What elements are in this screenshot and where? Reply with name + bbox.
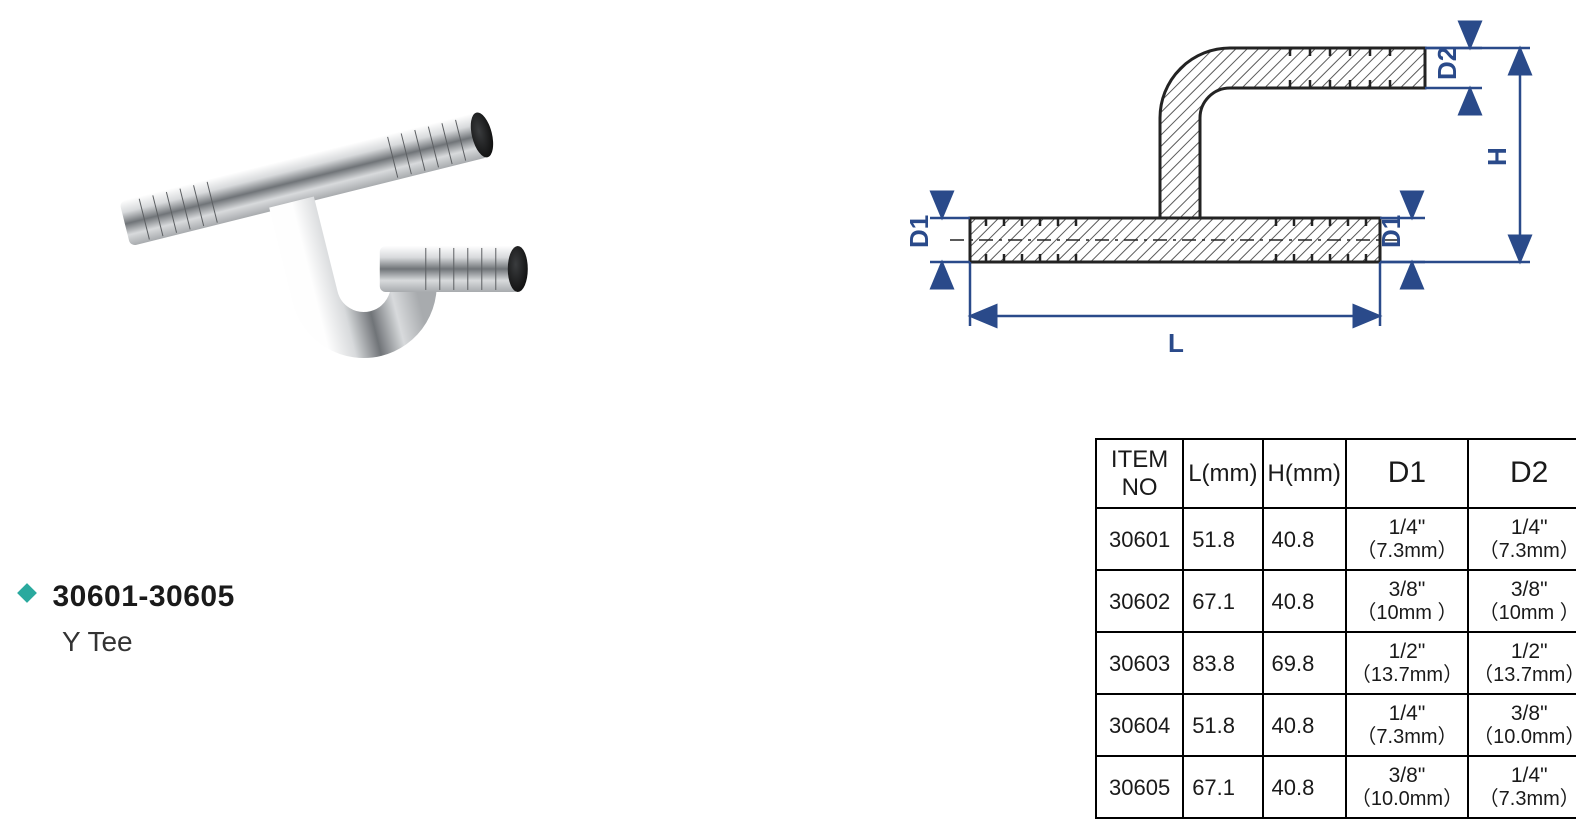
cell-item: 30603 bbox=[1096, 632, 1183, 694]
cell-d2: 1/4"（7.3mm） bbox=[1468, 508, 1576, 570]
spec-table: ITEM NO L(mm) H(mm) D1 D2 3060151.840.81… bbox=[1095, 438, 1576, 819]
product-title-block: 30601-30605 Y Tee bbox=[20, 580, 235, 658]
table-row: 3060451.840.81/4"（7.3mm）3/8"（10.0mm） bbox=[1096, 694, 1576, 756]
item-range: 30601-30605 bbox=[52, 580, 234, 614]
cell-d1: 1/2"（13.7mm） bbox=[1346, 632, 1468, 694]
bullet-icon bbox=[17, 583, 37, 603]
col-h: H(mm) bbox=[1263, 439, 1346, 508]
cell-item: 30601 bbox=[1096, 508, 1183, 570]
cell-l: 51.8 bbox=[1183, 508, 1262, 570]
table-row: 3060151.840.81/4"（7.3mm）1/4"（7.3mm） bbox=[1096, 508, 1576, 570]
cell-item: 30604 bbox=[1096, 694, 1183, 756]
cell-h: 40.8 bbox=[1263, 756, 1346, 818]
cell-d1: 1/4"（7.3mm） bbox=[1346, 508, 1468, 570]
cell-l: 83.8 bbox=[1183, 632, 1262, 694]
table-row: 3060567.140.83/8"（10.0mm）1/4"（7.3mm） bbox=[1096, 756, 1576, 818]
dimension-drawing: D1 D1 D2 H L bbox=[880, 8, 1540, 368]
table-row: 3060383.869.81/2"（13.7mm）1/2"（13.7mm） bbox=[1096, 632, 1576, 694]
dim-label-l: L bbox=[1168, 328, 1184, 358]
cell-l: 67.1 bbox=[1183, 756, 1262, 818]
col-d2: D2 bbox=[1468, 439, 1576, 508]
cell-h: 40.8 bbox=[1263, 570, 1346, 632]
cell-d1: 1/4"（7.3mm） bbox=[1346, 694, 1468, 756]
cell-d2: 1/4"（7.3mm） bbox=[1468, 756, 1576, 818]
cell-h: 40.8 bbox=[1263, 694, 1346, 756]
cell-d1: 3/8"（10mm ） bbox=[1346, 570, 1468, 632]
cell-d2: 3/8"（10.0mm） bbox=[1468, 694, 1576, 756]
cell-h: 69.8 bbox=[1263, 632, 1346, 694]
dim-label-h: H bbox=[1482, 147, 1512, 166]
col-l: L(mm) bbox=[1183, 439, 1262, 508]
cell-d2: 1/2"（13.7mm） bbox=[1468, 632, 1576, 694]
col-item: ITEM NO bbox=[1096, 439, 1183, 508]
col-d1: D1 bbox=[1346, 439, 1468, 508]
cell-d2: 3/8"（10mm ） bbox=[1468, 570, 1576, 632]
item-name: Y Tee bbox=[62, 626, 235, 658]
cell-h: 40.8 bbox=[1263, 508, 1346, 570]
table-row: 3060267.140.83/8"（10mm ）3/8"（10mm ） bbox=[1096, 570, 1576, 632]
dim-label-d1-left: D1 bbox=[904, 215, 934, 248]
cell-l: 67.1 bbox=[1183, 570, 1262, 632]
dim-label-d1-right: D1 bbox=[1376, 215, 1406, 248]
dim-label-d2: D2 bbox=[1432, 47, 1462, 80]
cell-item: 30605 bbox=[1096, 756, 1183, 818]
product-photo bbox=[110, 60, 570, 460]
table-header-row: ITEM NO L(mm) H(mm) D1 D2 bbox=[1096, 439, 1576, 508]
cell-item: 30602 bbox=[1096, 570, 1183, 632]
cell-l: 51.8 bbox=[1183, 694, 1262, 756]
cell-d1: 3/8"（10.0mm） bbox=[1346, 756, 1468, 818]
